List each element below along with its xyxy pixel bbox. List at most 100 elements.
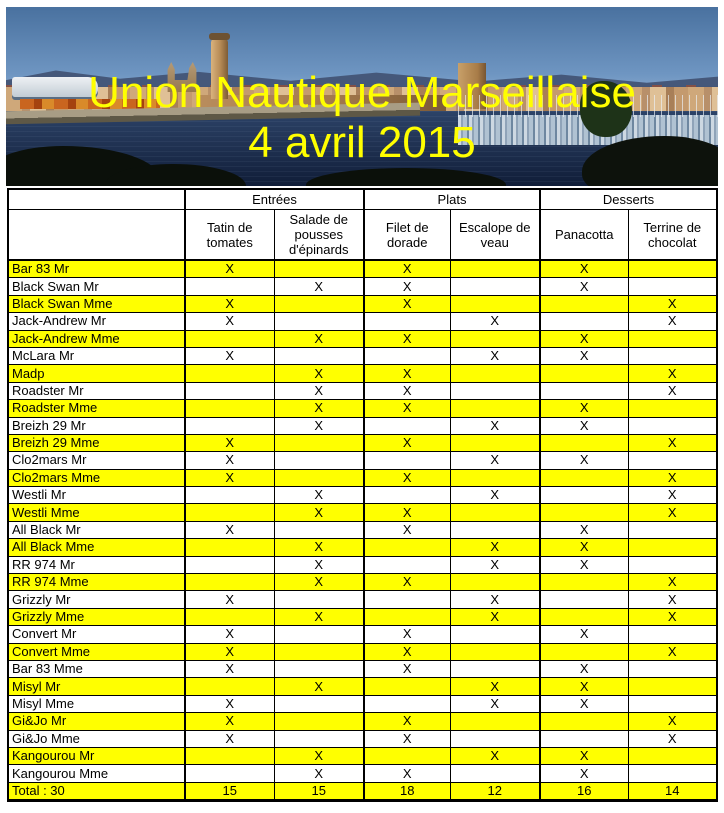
choice-cell[interactable] xyxy=(539,433,629,453)
choice-cell[interactable] xyxy=(627,329,718,348)
choice-cell[interactable]: X xyxy=(363,329,451,348)
choice-cell[interactable]: X xyxy=(184,694,275,714)
choice-cell[interactable]: X xyxy=(449,312,541,331)
choice-cell[interactable]: X xyxy=(539,399,629,418)
choice-cell[interactable] xyxy=(184,746,275,766)
choice-cell[interactable] xyxy=(273,642,365,661)
choice-cell[interactable]: X xyxy=(363,659,451,679)
choice-cell[interactable]: X xyxy=(627,503,718,522)
choice-cell[interactable] xyxy=(627,677,718,696)
choice-cell[interactable]: X xyxy=(184,468,275,488)
choice-cell[interactable]: X xyxy=(449,590,541,609)
choice-cell[interactable] xyxy=(539,712,629,731)
choice-cell[interactable] xyxy=(363,677,451,696)
choice-cell[interactable]: X xyxy=(273,573,365,592)
choice-cell[interactable] xyxy=(627,625,718,644)
choice-cell[interactable] xyxy=(539,294,629,314)
choice-cell[interactable]: X xyxy=(539,659,629,679)
choice-cell[interactable] xyxy=(449,277,541,296)
choice-cell[interactable]: X xyxy=(449,451,541,470)
choice-cell[interactable]: X xyxy=(184,433,275,453)
choice-cell[interactable] xyxy=(273,312,365,331)
choice-cell[interactable] xyxy=(449,573,541,592)
choice-cell[interactable]: X xyxy=(184,625,275,644)
choice-cell[interactable] xyxy=(184,677,275,696)
choice-cell[interactable]: X xyxy=(539,346,629,366)
choice-cell[interactable] xyxy=(273,712,365,731)
choice-cell[interactable]: X xyxy=(627,642,718,661)
choice-cell[interactable]: X xyxy=(363,381,451,401)
choice-cell[interactable]: X xyxy=(363,625,451,644)
choice-cell[interactable] xyxy=(184,538,275,557)
choice-cell[interactable] xyxy=(273,259,365,279)
choice-cell[interactable]: X xyxy=(449,555,541,575)
choice-cell[interactable] xyxy=(273,590,365,609)
choice-cell[interactable]: X xyxy=(539,329,629,348)
choice-cell[interactable] xyxy=(449,433,541,453)
choice-cell[interactable]: X xyxy=(539,694,629,714)
choice-cell[interactable]: X xyxy=(184,659,275,679)
choice-cell[interactable]: X xyxy=(627,433,718,453)
choice-cell[interactable]: X xyxy=(184,642,275,661)
choice-cell[interactable]: X xyxy=(539,555,629,575)
choice-cell[interactable]: X xyxy=(449,677,541,696)
choice-cell[interactable] xyxy=(539,364,629,383)
choice-cell[interactable] xyxy=(449,503,541,522)
choice-cell[interactable]: X xyxy=(363,520,451,540)
choice-cell[interactable] xyxy=(627,764,718,783)
choice-cell[interactable]: X xyxy=(363,712,451,731)
choice-cell[interactable] xyxy=(363,694,451,714)
choice-cell[interactable]: X xyxy=(273,538,365,557)
choice-cell[interactable] xyxy=(184,416,275,435)
choice-cell[interactable]: X xyxy=(539,538,629,557)
choice-cell[interactable] xyxy=(627,694,718,714)
choice-cell[interactable]: X xyxy=(539,520,629,540)
choice-cell[interactable]: X xyxy=(627,486,718,505)
choice-cell[interactable]: X xyxy=(273,277,365,296)
choice-cell[interactable]: X xyxy=(184,294,275,314)
choice-cell[interactable]: X xyxy=(363,294,451,314)
choice-cell[interactable] xyxy=(363,746,451,766)
choice-cell[interactable]: X xyxy=(273,486,365,505)
choice-cell[interactable]: X xyxy=(273,677,365,696)
choice-cell[interactable]: X xyxy=(273,381,365,401)
choice-cell[interactable] xyxy=(449,712,541,731)
choice-cell[interactable] xyxy=(539,642,629,661)
choice-cell[interactable] xyxy=(627,538,718,557)
choice-cell[interactable]: X xyxy=(273,746,365,766)
choice-cell[interactable] xyxy=(184,764,275,783)
choice-cell[interactable]: X xyxy=(627,590,718,609)
choice-cell[interactable] xyxy=(627,451,718,470)
choice-cell[interactable]: X xyxy=(363,259,451,279)
choice-cell[interactable] xyxy=(539,381,629,401)
choice-cell[interactable]: X xyxy=(363,468,451,488)
choice-cell[interactable]: X xyxy=(184,346,275,366)
choice-cell[interactable] xyxy=(449,364,541,383)
choice-cell[interactable] xyxy=(449,399,541,418)
choice-cell[interactable]: X xyxy=(539,746,629,766)
choice-cell[interactable] xyxy=(627,277,718,296)
choice-cell[interactable]: X xyxy=(449,746,541,766)
choice-cell[interactable] xyxy=(363,416,451,435)
choice-cell[interactable]: X xyxy=(363,729,451,748)
choice-cell[interactable]: X xyxy=(539,625,629,644)
choice-cell[interactable]: X xyxy=(449,416,541,435)
choice-cell[interactable]: X xyxy=(627,573,718,592)
choice-cell[interactable]: X xyxy=(184,590,275,609)
choice-cell[interactable] xyxy=(184,503,275,522)
choice-cell[interactable]: X xyxy=(539,416,629,435)
choice-cell[interactable]: X xyxy=(627,294,718,314)
choice-cell[interactable]: X xyxy=(627,712,718,731)
choice-cell[interactable] xyxy=(449,468,541,488)
choice-cell[interactable] xyxy=(363,486,451,505)
choice-cell[interactable] xyxy=(184,555,275,575)
choice-cell[interactable]: X xyxy=(449,538,541,557)
choice-cell[interactable]: X xyxy=(273,764,365,783)
choice-cell[interactable] xyxy=(449,520,541,540)
choice-cell[interactable]: X xyxy=(627,607,718,627)
choice-cell[interactable]: X xyxy=(184,451,275,470)
choice-cell[interactable] xyxy=(363,590,451,609)
choice-cell[interactable] xyxy=(627,399,718,418)
choice-cell[interactable]: X xyxy=(449,607,541,627)
choice-cell[interactable] xyxy=(184,607,275,627)
